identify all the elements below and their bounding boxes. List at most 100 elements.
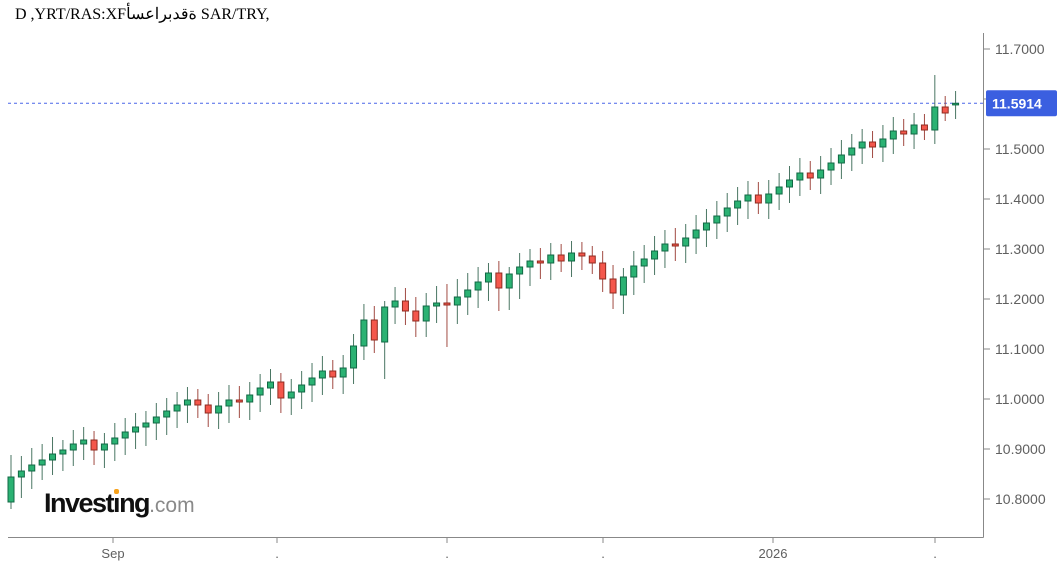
y-tick-label: 11.3000 bbox=[995, 241, 1045, 257]
candle-up bbox=[183, 387, 191, 423]
candle-body bbox=[744, 194, 752, 202]
candle-up bbox=[38, 444, 46, 480]
candle-up bbox=[80, 427, 88, 460]
candle-body bbox=[80, 439, 88, 445]
candle-body bbox=[225, 399, 233, 407]
y-tick-label: 11.5000 bbox=[995, 141, 1045, 157]
candle-body bbox=[858, 141, 866, 149]
candle-up bbox=[298, 371, 306, 409]
candle-up bbox=[879, 125, 887, 162]
candle-body bbox=[578, 252, 586, 257]
candle-up bbox=[910, 113, 918, 149]
candle-down bbox=[495, 261, 503, 311]
candle-up bbox=[765, 180, 773, 219]
candle-body bbox=[671, 243, 679, 247]
candle-up bbox=[142, 411, 150, 446]
candle-body bbox=[277, 381, 285, 399]
candle-body bbox=[557, 254, 565, 262]
candle-body bbox=[173, 404, 181, 412]
candle-body bbox=[329, 370, 337, 378]
candle-up bbox=[640, 245, 648, 283]
candle-body bbox=[28, 464, 36, 472]
candle-up bbox=[817, 156, 825, 194]
candle-body bbox=[59, 449, 67, 455]
candle-body bbox=[920, 124, 928, 131]
candle-down bbox=[920, 114, 928, 140]
candle-body bbox=[827, 162, 835, 171]
candle-down bbox=[412, 297, 420, 337]
candle-body bbox=[350, 345, 358, 369]
candle-up bbox=[121, 418, 129, 455]
candle-body bbox=[588, 255, 596, 264]
candle-body bbox=[879, 138, 887, 148]
candle-body bbox=[765, 193, 773, 204]
candle-body bbox=[796, 172, 804, 181]
candle-down bbox=[609, 265, 617, 309]
candle-body bbox=[640, 258, 648, 267]
axes bbox=[8, 33, 984, 538]
candle-body bbox=[474, 281, 482, 291]
candle-up bbox=[163, 398, 171, 435]
candle-up bbox=[464, 273, 472, 315]
candle-up bbox=[796, 158, 804, 196]
chart-title-arabic-part: أسعاربدقة bbox=[126, 6, 197, 23]
candle-down bbox=[588, 246, 596, 274]
candle-body bbox=[49, 453, 57, 461]
candle-up bbox=[713, 201, 721, 239]
candle-up bbox=[952, 91, 960, 119]
candle-body bbox=[609, 278, 617, 294]
candle-up bbox=[827, 148, 835, 185]
candle-down bbox=[204, 394, 212, 427]
candle-body bbox=[204, 404, 212, 414]
x-tick-label: 2026 bbox=[759, 546, 788, 561]
candle-body bbox=[90, 439, 98, 451]
candle-body bbox=[734, 200, 742, 209]
candle-up bbox=[661, 230, 669, 268]
x-axis[interactable]: Sep... 2026. bbox=[101, 538, 937, 561]
candle-body bbox=[422, 305, 430, 322]
candle-down bbox=[536, 248, 544, 279]
candle-body bbox=[100, 443, 108, 451]
candle-body bbox=[754, 194, 762, 204]
candle-up bbox=[474, 267, 482, 308]
candle-up bbox=[256, 374, 264, 412]
candle-up bbox=[619, 268, 627, 314]
candle-up bbox=[723, 193, 731, 232]
candle-body bbox=[568, 252, 576, 262]
candle-body bbox=[391, 300, 399, 308]
candle-body bbox=[692, 229, 700, 239]
candle-up bbox=[7, 455, 15, 509]
candle-body bbox=[536, 260, 544, 264]
candle-up bbox=[453, 279, 461, 324]
candle-body bbox=[775, 186, 783, 195]
candle-body bbox=[194, 399, 202, 406]
x-tick-label: . bbox=[601, 546, 605, 561]
candle-body bbox=[7, 476, 15, 503]
y-tick-label: 11.4000 bbox=[995, 191, 1045, 207]
candle-body bbox=[484, 272, 492, 283]
candle-down bbox=[329, 360, 337, 389]
candle-up bbox=[505, 267, 513, 310]
candle-body bbox=[464, 289, 472, 298]
chart-title-pair-part: SAR/TRY, bbox=[196, 6, 270, 23]
candle-up bbox=[28, 448, 36, 489]
candle-down bbox=[557, 244, 565, 272]
y-tick-label: 11.7000 bbox=[995, 41, 1045, 57]
candle-body bbox=[142, 422, 150, 428]
candle-up bbox=[381, 301, 389, 379]
candle-body bbox=[786, 179, 793, 188]
candle-body bbox=[619, 276, 627, 296]
candle-up bbox=[837, 140, 845, 179]
candle-body bbox=[412, 310, 420, 322]
chart-title: D ,YRT/RAS:XFأسعاربدقة SAR/TRY, bbox=[15, 4, 270, 24]
y-tick-label: 11.2000 bbox=[995, 291, 1045, 307]
candle-down bbox=[90, 431, 98, 465]
candle-up bbox=[350, 334, 358, 384]
x-tick-label: . bbox=[445, 546, 449, 561]
candle-body bbox=[215, 405, 223, 414]
candle-up bbox=[69, 430, 77, 466]
candle-up bbox=[651, 236, 659, 275]
y-tick-label: 10.9000 bbox=[995, 441, 1046, 457]
candle-up bbox=[433, 286, 441, 323]
